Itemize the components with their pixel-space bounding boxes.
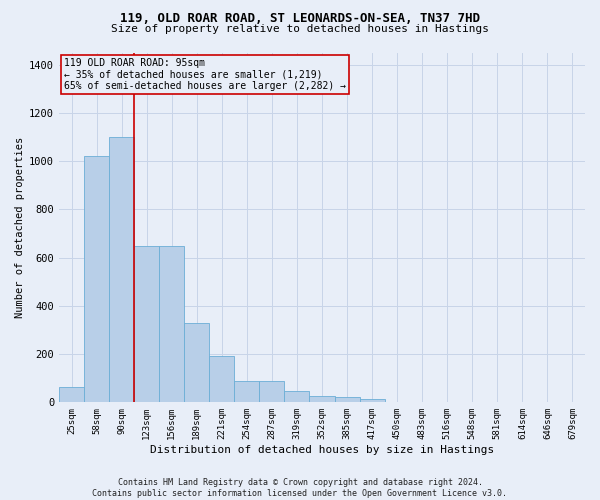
Bar [335, 397, 359, 402]
Bar [259, 380, 284, 402]
Text: 119, OLD ROAR ROAD, ST LEONARDS-ON-SEA, TN37 7HD: 119, OLD ROAR ROAD, ST LEONARDS-ON-SEA, … [120, 12, 480, 26]
X-axis label: Distribution of detached houses by size in Hastings: Distribution of detached houses by size … [150, 445, 494, 455]
Bar [184, 322, 209, 402]
Bar [59, 388, 84, 402]
Y-axis label: Number of detached properties: Number of detached properties [15, 137, 25, 318]
Bar [159, 246, 184, 402]
Bar [84, 156, 109, 402]
Bar [359, 399, 385, 402]
Text: 119 OLD ROAR ROAD: 95sqm
← 35% of detached houses are smaller (1,219)
65% of sem: 119 OLD ROAR ROAD: 95sqm ← 35% of detach… [64, 58, 346, 91]
Bar [134, 246, 159, 402]
Bar [310, 396, 335, 402]
Text: Size of property relative to detached houses in Hastings: Size of property relative to detached ho… [111, 24, 489, 34]
Text: Contains HM Land Registry data © Crown copyright and database right 2024.
Contai: Contains HM Land Registry data © Crown c… [92, 478, 508, 498]
Bar [209, 356, 235, 403]
Bar [284, 392, 310, 402]
Bar [235, 380, 259, 402]
Bar [109, 137, 134, 402]
